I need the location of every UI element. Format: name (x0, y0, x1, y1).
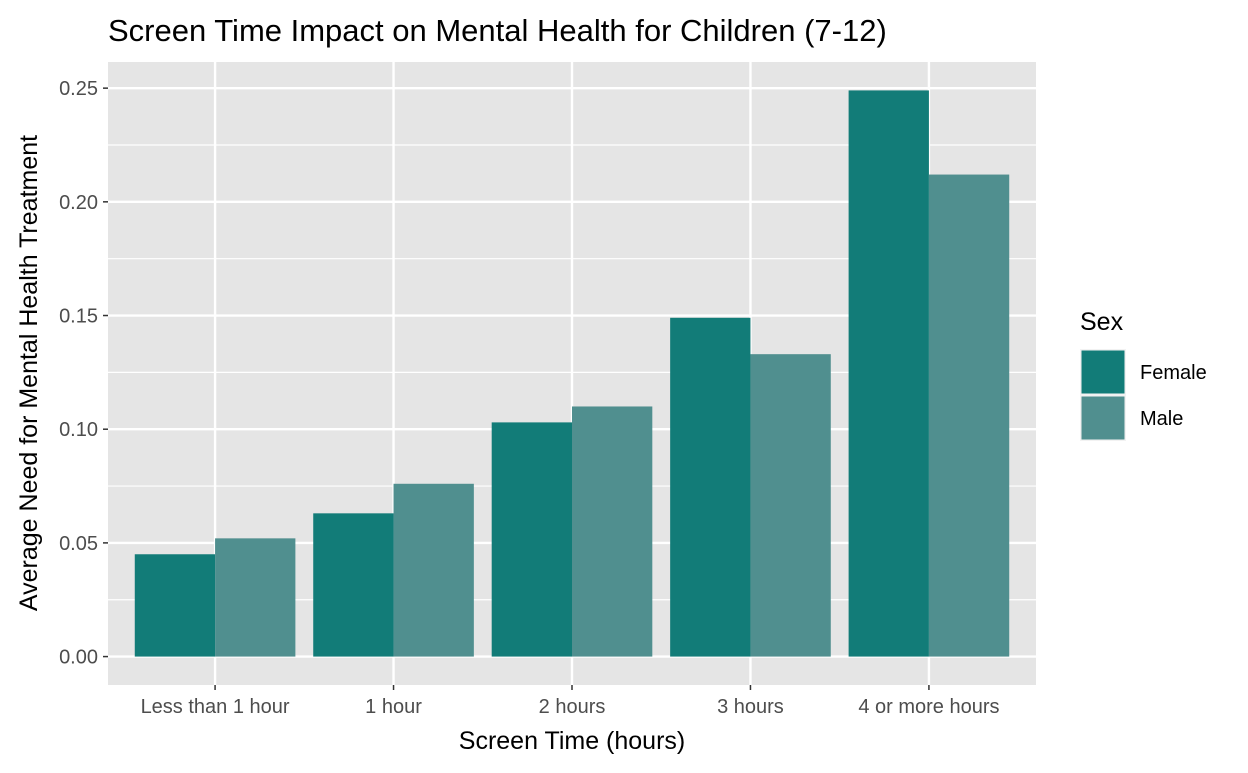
bar-male-3 (750, 354, 831, 657)
legend-swatch-female (1081, 350, 1125, 394)
bar-male-2 (572, 406, 653, 657)
y-tick-label: 0.05 (59, 533, 98, 555)
y-tick-label: 0.20 (59, 192, 98, 214)
bar-female-3 (670, 317, 751, 657)
y-tick-label: 0.15 (59, 306, 98, 328)
x-tick-label: Less than 1 hour (141, 696, 290, 718)
bar-male-4 (928, 174, 1010, 657)
bar-female-2 (491, 422, 572, 657)
bars (134, 90, 1010, 657)
x-tick-label: 4 or more hours (858, 696, 999, 718)
legend: Sex Female Male (1080, 308, 1207, 441)
y-tick-label: 0.00 (59, 647, 98, 669)
chart-title: Screen Time Impact on Mental Health for … (108, 13, 887, 48)
y-tick-label: 0.25 (59, 78, 98, 100)
bar-female-4 (848, 90, 929, 657)
legend-label-female: Female (1140, 362, 1207, 384)
legend-title: Sex (1080, 308, 1124, 336)
y-axis: 0.00 0.05 0.10 0.15 0.20 0.25 (59, 78, 108, 669)
x-tick-label: 3 hours (717, 696, 784, 718)
x-axis: Less than 1 hour 1 hour 2 hours 3 hours 4 or… (141, 685, 1000, 718)
x-tick-label: 1 hour (365, 696, 422, 718)
bar-female-0 (134, 554, 216, 657)
x-axis-title: Screen Time (hours) (459, 727, 685, 755)
y-axis-title: Average Need for Mental Health Treatment (15, 135, 43, 611)
bar-male-1 (393, 483, 474, 657)
x-tick-label: 2 hours (539, 696, 606, 718)
legend-swatch-male (1081, 396, 1125, 440)
legend-label-male: Male (1140, 408, 1183, 430)
y-tick-label: 0.10 (59, 419, 98, 441)
bar-female-1 (313, 513, 394, 657)
bar-male-0 (215, 538, 296, 657)
